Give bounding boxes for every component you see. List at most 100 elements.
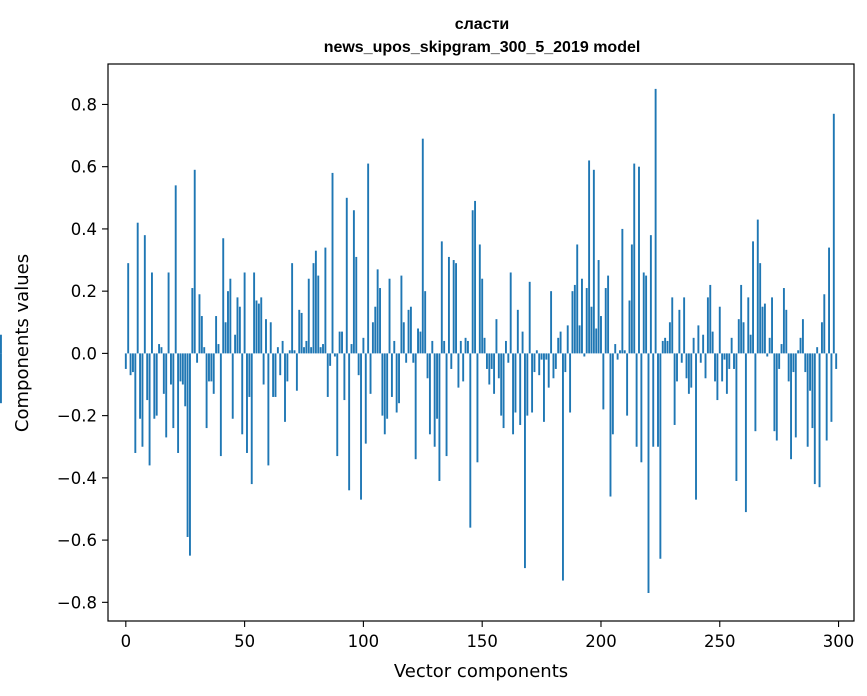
bar — [780, 344, 783, 354]
bar — [436, 353, 438, 419]
bar — [614, 344, 617, 354]
bar — [215, 316, 218, 354]
bar — [602, 353, 605, 410]
bar — [466, 340, 469, 354]
bar — [303, 347, 305, 354]
bar — [210, 353, 213, 382]
bar — [274, 353, 277, 397]
bar — [573, 284, 576, 354]
bar — [341, 331, 343, 354]
bar — [823, 294, 826, 354]
bar — [623, 350, 626, 354]
bar — [212, 353, 215, 394]
bar — [158, 344, 161, 354]
bar — [792, 353, 795, 373]
bar — [799, 337, 802, 354]
bar — [569, 353, 572, 413]
bar — [428, 353, 431, 435]
bar — [269, 322, 272, 354]
bar — [317, 275, 320, 354]
bar — [516, 309, 519, 354]
bar — [524, 353, 526, 569]
bar — [775, 353, 778, 441]
bar — [409, 306, 412, 354]
bar — [711, 331, 714, 354]
bar — [447, 256, 450, 354]
bar — [730, 337, 733, 354]
bar — [816, 347, 819, 354]
bar — [512, 353, 515, 435]
bar — [578, 325, 581, 354]
bar — [136, 222, 139, 354]
bar — [607, 275, 610, 354]
bar — [649, 235, 652, 354]
bar — [179, 353, 182, 382]
bar — [143, 235, 146, 354]
y-axis-ticks: −0.8 −0.6 −0.4 −0.2 0.0 0.2 0.4 0.6 0.8 — [57, 95, 108, 612]
bar — [134, 353, 137, 453]
bar — [379, 288, 381, 354]
bar — [257, 303, 260, 354]
bar — [469, 353, 472, 528]
bar — [716, 353, 719, 401]
x-tick-label: 200 — [585, 632, 617, 651]
bar — [785, 309, 788, 354]
bar — [680, 353, 683, 363]
bar — [559, 331, 562, 354]
bar — [217, 344, 220, 354]
bar — [683, 297, 686, 354]
bar — [697, 325, 700, 354]
bar — [749, 334, 752, 354]
bar — [381, 353, 384, 416]
bar — [291, 263, 294, 354]
bar — [250, 353, 253, 485]
bar — [699, 353, 702, 363]
bar — [797, 350, 800, 354]
bar — [761, 306, 764, 354]
plot-frame — [107, 63, 855, 622]
bar — [364, 353, 367, 444]
y-tick-label: −0.4 — [57, 469, 97, 488]
y-tick-label: 0.8 — [71, 95, 97, 114]
bar — [771, 297, 773, 354]
bar — [801, 319, 804, 354]
bar — [583, 353, 586, 357]
bar — [692, 337, 695, 354]
bar-series — [0, 88, 838, 593]
bar — [243, 272, 246, 354]
bar — [424, 291, 427, 354]
bar — [543, 353, 545, 422]
bar — [630, 244, 633, 354]
bar — [813, 353, 816, 485]
bar — [640, 353, 643, 463]
bar — [747, 297, 750, 354]
bar — [828, 247, 830, 354]
bar — [728, 353, 731, 369]
bar — [820, 322, 823, 354]
bar — [576, 244, 579, 354]
bar — [773, 353, 776, 432]
bar — [585, 288, 588, 354]
bar — [165, 353, 168, 438]
bar — [148, 353, 151, 466]
bar — [433, 353, 436, 447]
bar — [167, 272, 170, 354]
x-tick-label: 250 — [704, 632, 736, 651]
bar — [151, 272, 153, 354]
bar — [205, 353, 208, 429]
bar — [507, 353, 510, 363]
bar — [502, 353, 505, 429]
bar — [324, 247, 327, 354]
bar — [690, 353, 693, 388]
bar — [756, 219, 759, 354]
bar — [374, 306, 377, 354]
bar — [170, 353, 172, 385]
y-tick-label: 0.4 — [71, 220, 97, 239]
bar — [642, 272, 645, 354]
bar — [626, 353, 629, 416]
bar — [718, 306, 721, 354]
bar — [509, 272, 512, 354]
bar — [476, 353, 479, 463]
bar — [740, 284, 743, 354]
bar — [790, 353, 792, 460]
